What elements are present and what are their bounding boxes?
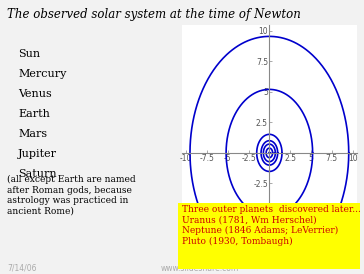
Text: (all except Earth are named
after Roman gods, because
astrology was practiced in: (all except Earth are named after Roman …	[7, 175, 136, 216]
Text: Mercury: Mercury	[18, 69, 67, 79]
Text: Saturn: Saturn	[18, 169, 57, 179]
Text: Sun: Sun	[18, 49, 40, 59]
Text: Venus: Venus	[18, 89, 52, 99]
Text: 7/14/06: 7/14/06	[7, 264, 37, 273]
Text: Mars: Mars	[18, 129, 47, 139]
Text: The observed solar system at the time of Newton: The observed solar system at the time of…	[7, 8, 301, 21]
Text: Earth: Earth	[18, 109, 50, 119]
Text: Jupiter: Jupiter	[18, 149, 57, 159]
Text: Three outer planets  discovered later...
Uranus (1781, Wm Herschel)
Neptune (184: Three outer planets discovered later... …	[182, 206, 361, 246]
Text: www.slideshare.com: www.slideshare.com	[161, 264, 239, 273]
